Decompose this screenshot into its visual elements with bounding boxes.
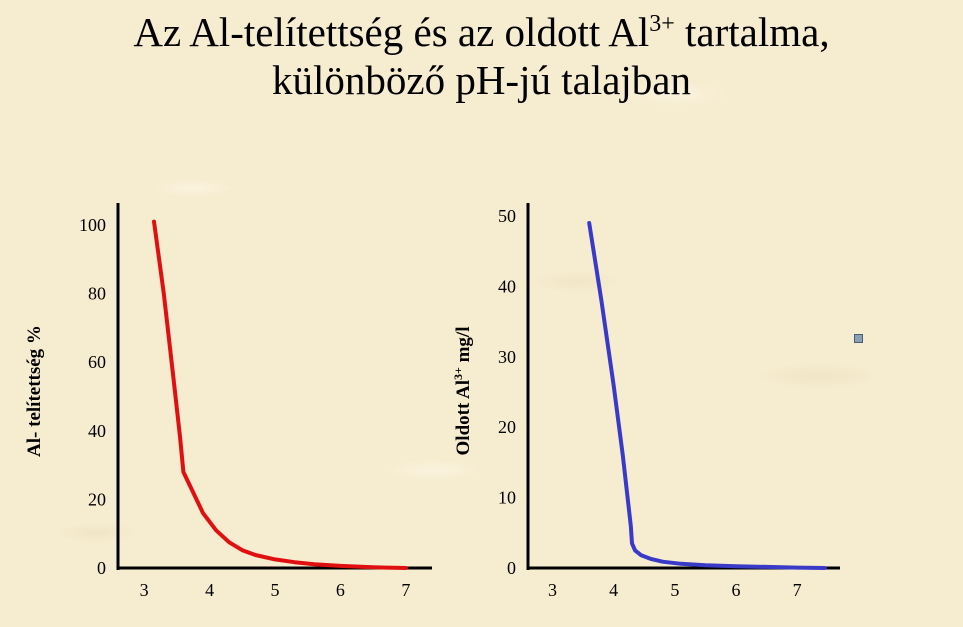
left-y-tick-label: 100 [79,215,106,235]
title-superscript: 3+ [649,11,675,37]
title-part1: Az Al-telítettség és az oldott Al [133,9,650,55]
right-y-tick-label: 30 [498,347,516,367]
right-y-tick-label: 10 [498,488,516,508]
left-y-tick-label: 40 [88,421,106,441]
right-y-tick-label: 40 [498,276,516,296]
left-series-line [152,219,408,570]
left-y-tick-label: 0 [97,558,106,578]
left-y-tick-label: 80 [88,284,106,304]
small-square-marker-icon [854,334,863,343]
title-part2: tartalma, [674,9,830,55]
left-y-tick-label: 60 [88,352,106,372]
left-y-tick-label: 20 [88,489,106,509]
right-y-tick-label: 0 [507,558,516,578]
right-x-tick-label: 4 [609,580,618,600]
right-chart: 3 4 5 6 7 0 10 20 30 40 50 [498,203,840,600]
left-x-tick-label: 5 [271,580,280,600]
left-x-tick-label: 6 [336,580,345,600]
right-series-line [587,221,827,570]
left-chart: 3 4 5 6 7 0 20 40 60 80 100 [79,203,432,600]
left-x-tick-label: 4 [205,580,214,600]
slide-title: Az Al-telítettség és az oldott Al3+ tart… [0,8,963,104]
right-y-tick-label: 20 [498,417,516,437]
left-x-tick-label: 7 [401,580,410,600]
title-line2: különböző pH-jú talajban [271,57,691,103]
right-x-tick-label: 7 [793,580,802,600]
left-x-tick-label: 3 [140,580,149,600]
right-x-tick-label: 6 [732,580,741,600]
right-y-tick-label: 50 [498,206,516,226]
right-x-tick-label: 5 [670,580,679,600]
right-x-tick-label: 3 [548,580,557,600]
